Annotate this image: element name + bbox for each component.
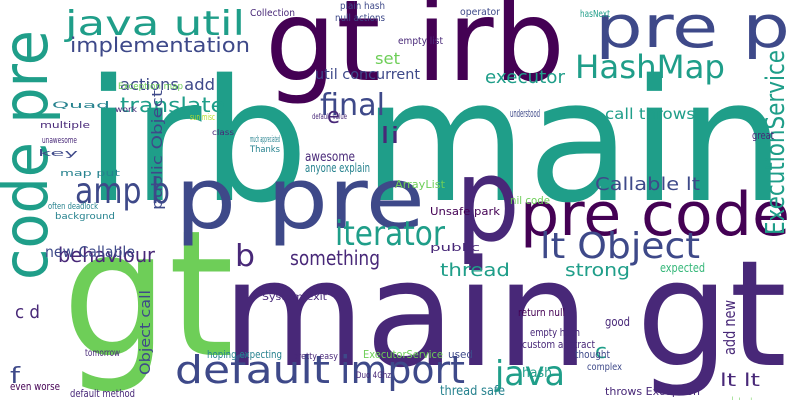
word: pre code	[520, 180, 790, 250]
word: f	[10, 364, 22, 389]
word: pre p	[595, 0, 790, 61]
word: good	[605, 315, 630, 329]
word: thought	[575, 348, 611, 361]
word: translate	[120, 93, 225, 117]
word: Thanks	[249, 145, 280, 155]
word: tomorrow	[85, 348, 120, 359]
word: main gt	[222, 229, 787, 400]
word: set	[375, 49, 400, 68]
word: default	[175, 348, 330, 392]
word: lt Object	[540, 226, 700, 267]
word: new Callable	[45, 243, 135, 261]
word: implementation	[70, 33, 250, 57]
word: Unsafe park	[430, 205, 501, 218]
word: operator	[460, 7, 501, 18]
word: class	[212, 128, 234, 137]
word: unawesome	[42, 136, 77, 146]
word: map put	[60, 169, 121, 179]
word: something	[290, 246, 380, 270]
word: throws Exception	[605, 385, 700, 398]
word: understood	[510, 107, 540, 120]
word: e	[327, 104, 340, 129]
word: Object call	[138, 290, 154, 375]
word: behaviour	[58, 243, 156, 267]
word: default method	[70, 387, 135, 400]
word: p pre	[175, 150, 425, 249]
word: ArrayList	[395, 178, 446, 191]
word: work	[115, 105, 137, 114]
word: anyone explain	[305, 161, 370, 175]
word: return null	[518, 306, 565, 319]
word: ExecutionService	[761, 50, 791, 235]
word: irb main	[85, 43, 785, 240]
word: expected	[660, 261, 705, 275]
word: abstract map	[728, 394, 768, 400]
word: import	[340, 348, 465, 392]
word: add new	[720, 300, 739, 355]
word: p	[455, 134, 520, 268]
word: Callable lt	[595, 174, 700, 195]
word: empty list	[398, 36, 443, 47]
word: sun misc	[190, 113, 215, 123]
word: iterator	[335, 214, 445, 254]
word: plain hash	[340, 1, 385, 12]
word: c	[595, 339, 607, 363]
word: key	[38, 149, 80, 159]
word: nil code	[510, 194, 550, 207]
word: actions add	[120, 75, 215, 94]
word: hoping expecting	[207, 348, 282, 361]
word: Exception map	[118, 82, 183, 92]
word: multiple	[40, 121, 91, 131]
word: default value	[312, 112, 347, 121]
word: gt	[62, 194, 234, 397]
word: used	[448, 348, 473, 361]
word: c d	[15, 302, 40, 323]
word: empty hash	[530, 326, 580, 339]
word: lt lt	[720, 370, 760, 391]
word: Quad	[52, 101, 110, 111]
word: System exit	[262, 292, 327, 303]
word: java util	[64, 4, 245, 44]
word: gt irb	[265, 0, 565, 107]
word: pretty easy	[293, 352, 339, 362]
word: final	[320, 88, 385, 123]
word: custom abstract	[522, 338, 596, 351]
word: even worse	[10, 380, 60, 393]
word: thread	[440, 260, 510, 281]
word: background	[55, 212, 115, 222]
word: ExecutorService	[363, 348, 443, 361]
word: thread safe	[440, 384, 505, 399]
word: awesome	[305, 150, 355, 165]
word: code pre	[0, 30, 62, 280]
word: li	[380, 124, 400, 149]
word: public	[430, 241, 480, 254]
word: often deadlock	[48, 202, 99, 212]
word: HashMap	[575, 48, 725, 86]
word: hasNext	[580, 9, 610, 20]
word: util concurrent	[315, 67, 421, 83]
word: complex	[587, 362, 622, 373]
word: great	[752, 129, 775, 142]
word: null actions	[335, 13, 385, 24]
word: Collection	[250, 8, 295, 19]
word: executor	[485, 67, 566, 88]
word: b	[235, 239, 255, 274]
word: call throws	[605, 105, 695, 123]
word: hash	[522, 366, 552, 381]
word: java	[494, 354, 565, 394]
word: Duo 4Ghz	[356, 371, 391, 381]
word: amp b	[75, 171, 170, 212]
word: strong	[565, 260, 630, 281]
word: much appreciated	[250, 135, 280, 145]
word: public Object	[150, 89, 166, 210]
